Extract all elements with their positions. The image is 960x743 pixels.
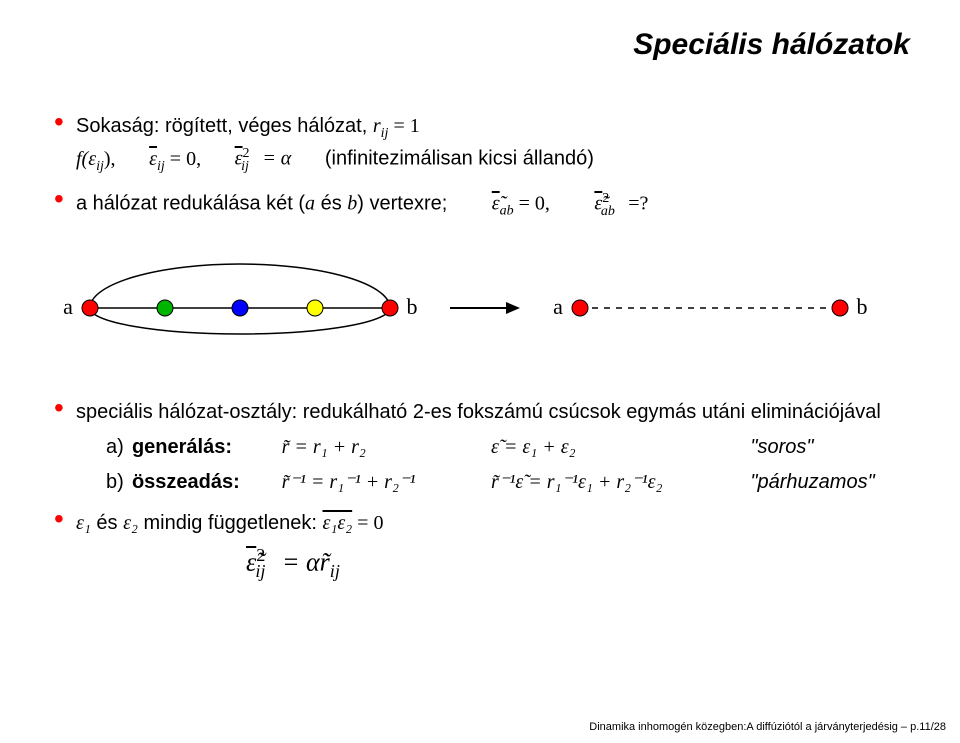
b2-e2-sub: ab [601,204,615,219]
row-a: a) generálás: r̃ = r₁ + r₂ ε̃ = ε₁ + ε₂ … [106,433,910,462]
sublist: a) generálás: r̃ = r₁ + r₂ ε̃ = ε₁ + ε₂ … [76,433,910,497]
b2-e2-rhs: =? [623,193,648,215]
rb-label: b) [106,468,132,497]
b1-text: Sokaság: rögített, véges hálózat, [76,115,373,137]
ra-label: a) [106,433,132,462]
b1-r-rhs: = 1 [388,115,419,137]
b2-b: b [347,193,357,215]
b1-f-sub: ij [96,159,104,174]
row-b: b) összeadás: r̃⁻¹ = r₁⁻¹ + r₂⁻¹ r̃⁻¹ε̃ … [106,468,910,497]
ra-eq2: ε̃ = ε₁ + ε₂ [491,433,750,462]
b4-text: mindig függetlenek: [138,512,323,534]
svg-text:a: a [553,294,563,319]
rb-eq1: r̃⁻¹ = r₁⁻¹ + r₂⁻¹ [282,468,491,497]
rb-note: "párhuzamos" [750,468,910,497]
b1-r: r [373,115,381,137]
b1-eps-sub: ij [157,159,165,174]
b2-mid: és [315,193,347,215]
b2-a: a [305,193,315,215]
b4-mid: és [91,512,123,534]
diagram: abab [50,248,910,368]
b1-eps: ε [149,148,157,170]
b4-e1: ε₁ [76,512,91,534]
ra-name: generálás: [132,433,282,462]
be-rhs-sub: ij [330,561,340,581]
b1-eps2-sub: ij [241,159,249,174]
slide: Speciális hálózatok Sokaság: rögített, v… [0,0,960,743]
b1-eps-rhs: = 0, [165,148,201,170]
b1-f: f(ε [76,148,96,170]
b2-e1: ε̃ [492,193,500,215]
svg-text:b: b [857,294,868,319]
be-rhs: = αr̃ [275,548,329,577]
network-svg: abab [50,248,890,368]
ra-note: "soros" [750,433,910,462]
bullet-2: a hálózat redukálása két (a és b) vertex… [50,189,910,222]
b4-eq-rhs: = 0 [352,512,383,534]
slide-title: Speciális hálózatok [50,28,910,62]
be-sub: ij [255,561,265,581]
bullet-4: ε₁ és ε₂ mindig függetlenek: ε₁ε₂ = 0 ε̃… [50,509,910,584]
bullet-1: Sokaság: rögített, véges hálózat, r ij = … [50,112,910,177]
rb-eq2: r̃⁻¹ε̃ = r₁⁻¹ε₁ + r₂⁻¹ε₂ [491,468,750,497]
b2-e1-rhs: = 0, [514,193,550,215]
bullet-list: Sokaság: rögített, véges hálózat, r ij = … [50,112,910,222]
b4-eq: ε₁ε₂ [323,512,353,534]
bullet-3: speciális hálózat-osztály: redukálható 2… [50,398,910,497]
b1-f-tail: ), [104,148,116,170]
b4-e2: ε₂ [123,512,138,534]
b1-eps2-rhs: = α [257,148,291,170]
b2-e1-sub: ab [500,204,514,219]
rb-name: összeadás: [132,468,282,497]
bullet-list-2: speciális hálózat-osztály: redukálható 2… [50,398,910,584]
b2-tail: ) vertexre; [357,193,447,215]
ra-eq1: r̃ = r₁ + r₂ [282,433,491,462]
svg-text:b: b [407,294,418,319]
b2-text: a hálózat redukálása két ( [76,193,305,215]
svg-text:a: a [63,294,73,319]
b3-text: speciális hálózat-osztály: redukálható 2… [76,401,881,423]
footer: Dinamika inhomogén közegben:A diffúziótó… [589,721,946,733]
big-equation: ε̃2ij = αr̃ij [246,542,910,584]
b1-tail: (infinitezimálisan kicsi állandó) [325,148,594,170]
